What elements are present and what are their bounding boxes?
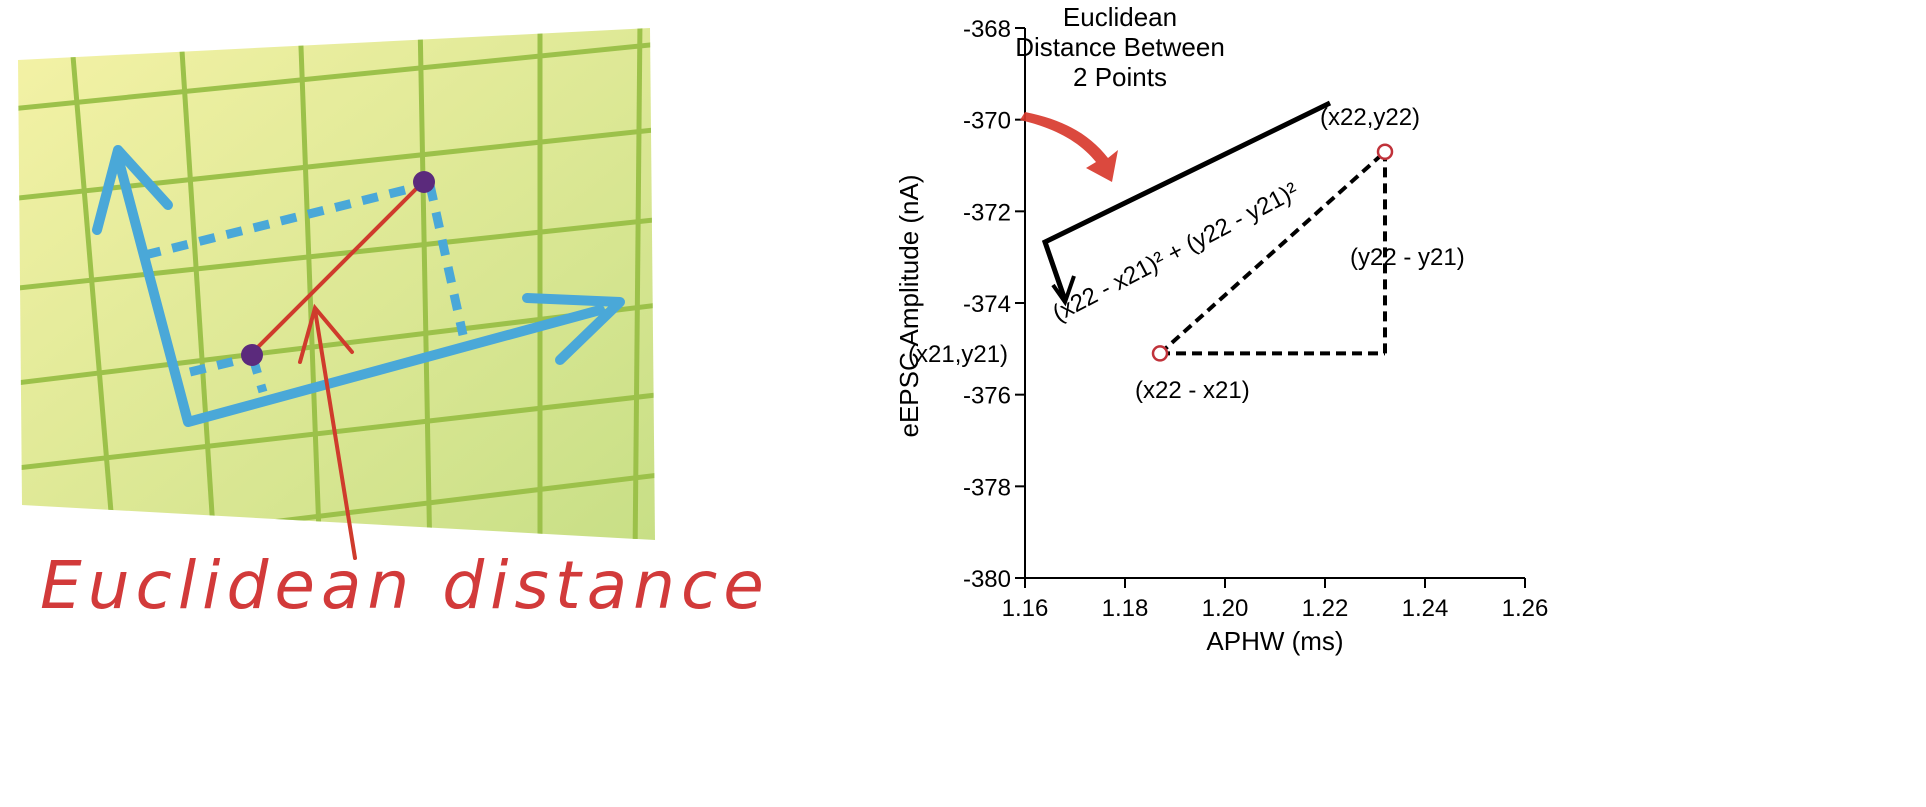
sqrt-bracket (1041, 100, 1332, 301)
y-tick-label: -378 (963, 474, 1011, 501)
annotation-title-line-1: Euclidean (1063, 2, 1177, 32)
axes (92, 145, 625, 427)
y-axis-label: eEPSC Amplitude (nA) (894, 174, 924, 437)
x-tick-label: 1.26 (1502, 595, 1549, 622)
data-point-1 (1151, 345, 1169, 362)
annotation-title-line-2: Distance Between (1015, 32, 1225, 62)
y-tick-label: -372 (963, 199, 1011, 226)
y-tick-label: -376 (963, 383, 1011, 410)
data-point-2 (1376, 143, 1394, 160)
dx-label: (x22 - x21) (1135, 377, 1250, 404)
sqrt-bracket-tick (1051, 275, 1076, 307)
y-tick-label: -380 (963, 566, 1011, 593)
scatter-chart: -368 -370 -372 -374 -376 -378 -380 1.16 1.18 1.2… (894, 2, 1549, 656)
point-label-2: (x22,y22) (1320, 104, 1420, 131)
x-tick-label: 1.20 (1202, 595, 1249, 622)
point-a (241, 344, 263, 366)
y-tick-label: -374 (963, 291, 1011, 318)
distance-formula: (x22 - x21)² + (y22 - y21)² (1048, 177, 1302, 327)
annotation-title-line-3: 2 Points (1073, 62, 1167, 92)
x-tick-label: 1.16 (1002, 595, 1049, 622)
euclidean-illustration: Euclidean distance (18, 28, 770, 624)
illustration-panel: Euclidean distance (0, 0, 860, 802)
point-label-1: (x21,y21) (908, 341, 1008, 368)
x-axis-label: APHW (ms) (1206, 626, 1343, 656)
annotation-arrow (1020, 112, 1118, 182)
dy-label: (y22 - y21) (1350, 244, 1465, 271)
point-b (413, 171, 435, 193)
grid-background (18, 28, 655, 540)
hypotenuse-dashed-line (1158, 150, 1387, 355)
x-tick-label: 1.18 (1102, 595, 1149, 622)
caption: Euclidean distance (40, 547, 770, 624)
y-tick-label: -370 (963, 108, 1011, 135)
x-tick-label: 1.22 (1302, 595, 1349, 622)
chart-panel: -368 -370 -372 -374 -376 -378 -380 1.16 1.18 1.2… (860, 0, 1926, 802)
pointer-arrow (298, 303, 357, 560)
x-tick-label: 1.24 (1402, 595, 1449, 622)
y-tick-label: -368 (963, 16, 1011, 43)
distance-line (250, 181, 424, 355)
